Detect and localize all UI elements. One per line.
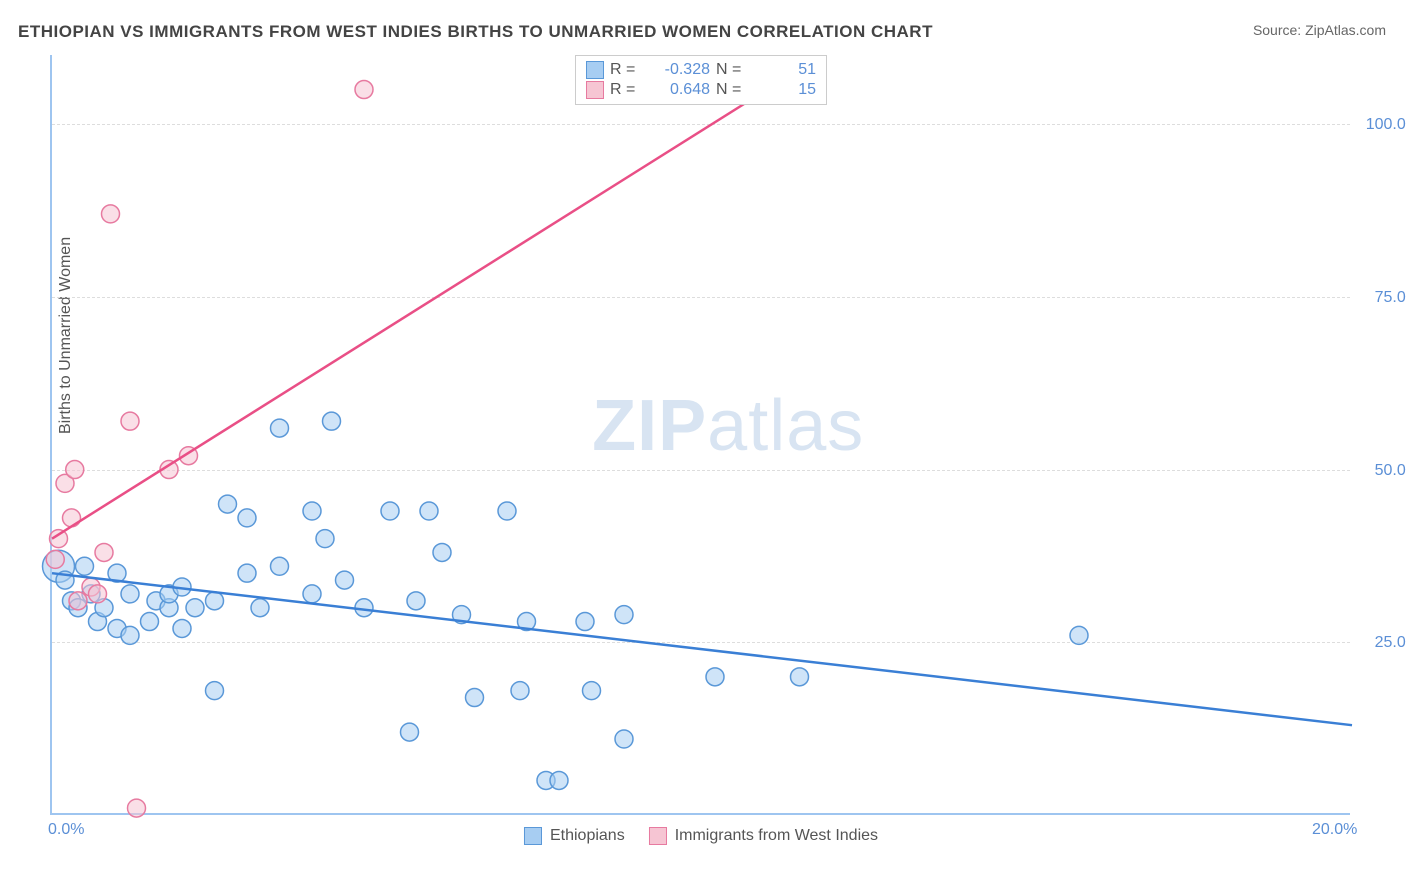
series-name-ethiopians: Ethiopians: [550, 827, 625, 845]
r-label: R =: [610, 81, 640, 99]
y-tick-label: 25.0%: [1375, 634, 1406, 652]
scatter-svg: [52, 55, 1350, 813]
r-label: R =: [610, 61, 640, 79]
y-tick-label: 50.0%: [1375, 462, 1406, 480]
swatch-westindies: [649, 827, 667, 845]
legend-item-ethiopians: Ethiopians: [524, 827, 625, 845]
r-value-ethiopians: -0.328: [646, 61, 710, 79]
series-name-westindies: Immigrants from West Indies: [675, 827, 878, 845]
plot-area: Births to Unmarried Women ZIPatlas R = -…: [50, 55, 1350, 815]
series-legend: Ethiopians Immigrants from West Indies: [524, 827, 878, 845]
swatch-ethiopians: [586, 61, 604, 79]
n-label: N =: [716, 61, 746, 79]
legend-row-ethiopians: R = -0.328 N = 51: [586, 60, 816, 80]
n-value-ethiopians: 51: [752, 61, 816, 79]
swatch-ethiopians: [524, 827, 542, 845]
source-label: Source: ZipAtlas.com: [1253, 22, 1386, 38]
n-value-westindies: 15: [752, 81, 816, 99]
chart-title: ETHIOPIAN VS IMMIGRANTS FROM WEST INDIES…: [18, 22, 933, 42]
correlation-legend: R = -0.328 N = 51 R = 0.648 N = 15: [575, 55, 827, 105]
swatch-westindies: [586, 81, 604, 99]
r-value-westindies: 0.648: [646, 81, 710, 99]
n-label: N =: [716, 81, 746, 99]
y-tick-label: 75.0%: [1375, 289, 1406, 307]
legend-row-westindies: R = 0.648 N = 15: [586, 80, 816, 100]
x-tick-label: 20.0%: [1312, 821, 1357, 839]
legend-item-westindies: Immigrants from West Indies: [649, 827, 878, 845]
y-tick-label: 100.0%: [1366, 116, 1406, 134]
x-tick-label: 0.0%: [48, 821, 84, 839]
